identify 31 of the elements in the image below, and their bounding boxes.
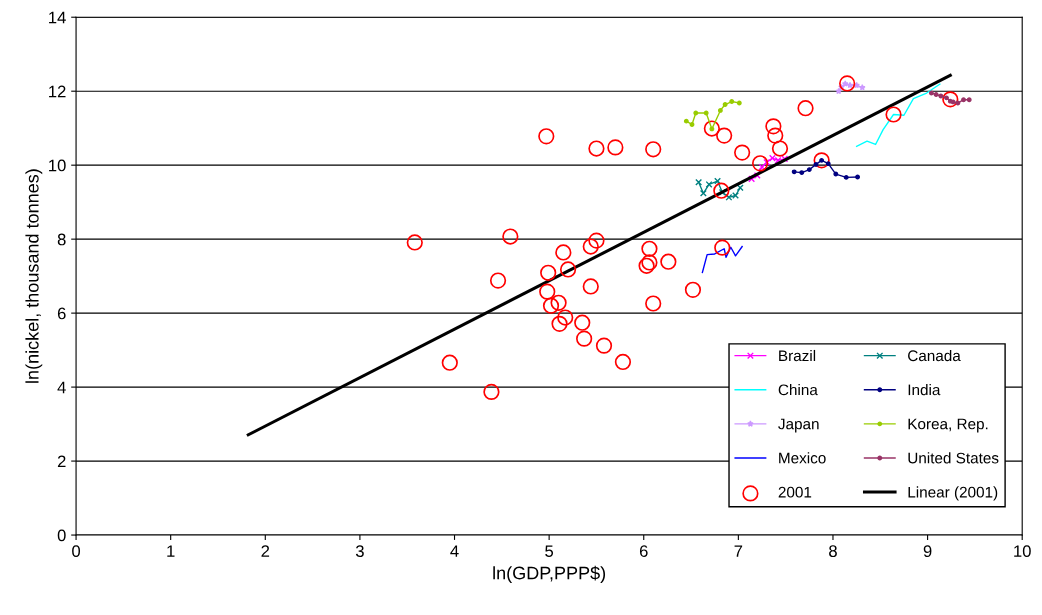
legend-label: Mexico: [779, 452, 826, 464]
x-tick-label: 8: [829, 545, 837, 558]
legend-label: Brazil: [779, 349, 816, 362]
legend-label: Korea, Rep.: [908, 418, 988, 433]
x-tick-label: 0: [72, 545, 81, 558]
x-tick-label: 3: [355, 545, 364, 558]
y-tick-label: 6: [57, 307, 66, 320]
x-tick-label: 5: [545, 545, 554, 558]
legend-label: United States: [908, 452, 999, 464]
x-tick-label: 10: [1014, 545, 1031, 558]
y-tick-label: 14: [49, 11, 66, 24]
legend-label: Japan: [778, 418, 819, 433]
y-tick-label: 4: [57, 381, 66, 394]
x-tick-label: 1: [167, 545, 175, 557]
y-tick-label: 10: [49, 159, 66, 172]
legend-label: India: [908, 384, 941, 396]
y-tick-label: 2: [57, 455, 66, 468]
y-tick-label: 12: [49, 85, 66, 98]
legend-label: Canada: [908, 349, 961, 362]
y-axis-title: ln(nickel, thousand tonnes): [25, 169, 43, 383]
y-tick-label: 8: [57, 233, 66, 246]
x-axis-title: ln(GDP,PPP$): [493, 565, 606, 583]
x-tick-label: 2: [261, 545, 270, 557]
x-tick-label: 6: [639, 545, 648, 558]
legend-label: 2001: [778, 486, 812, 498]
x-tick-label: 7: [734, 545, 743, 557]
y-tick-label: 0: [57, 529, 66, 542]
x-tick-label: 9: [923, 545, 932, 558]
x-tick-label: 4: [450, 545, 459, 557]
legend-label: China: [778, 384, 818, 396]
legend-label: Linear (2001): [908, 486, 998, 501]
